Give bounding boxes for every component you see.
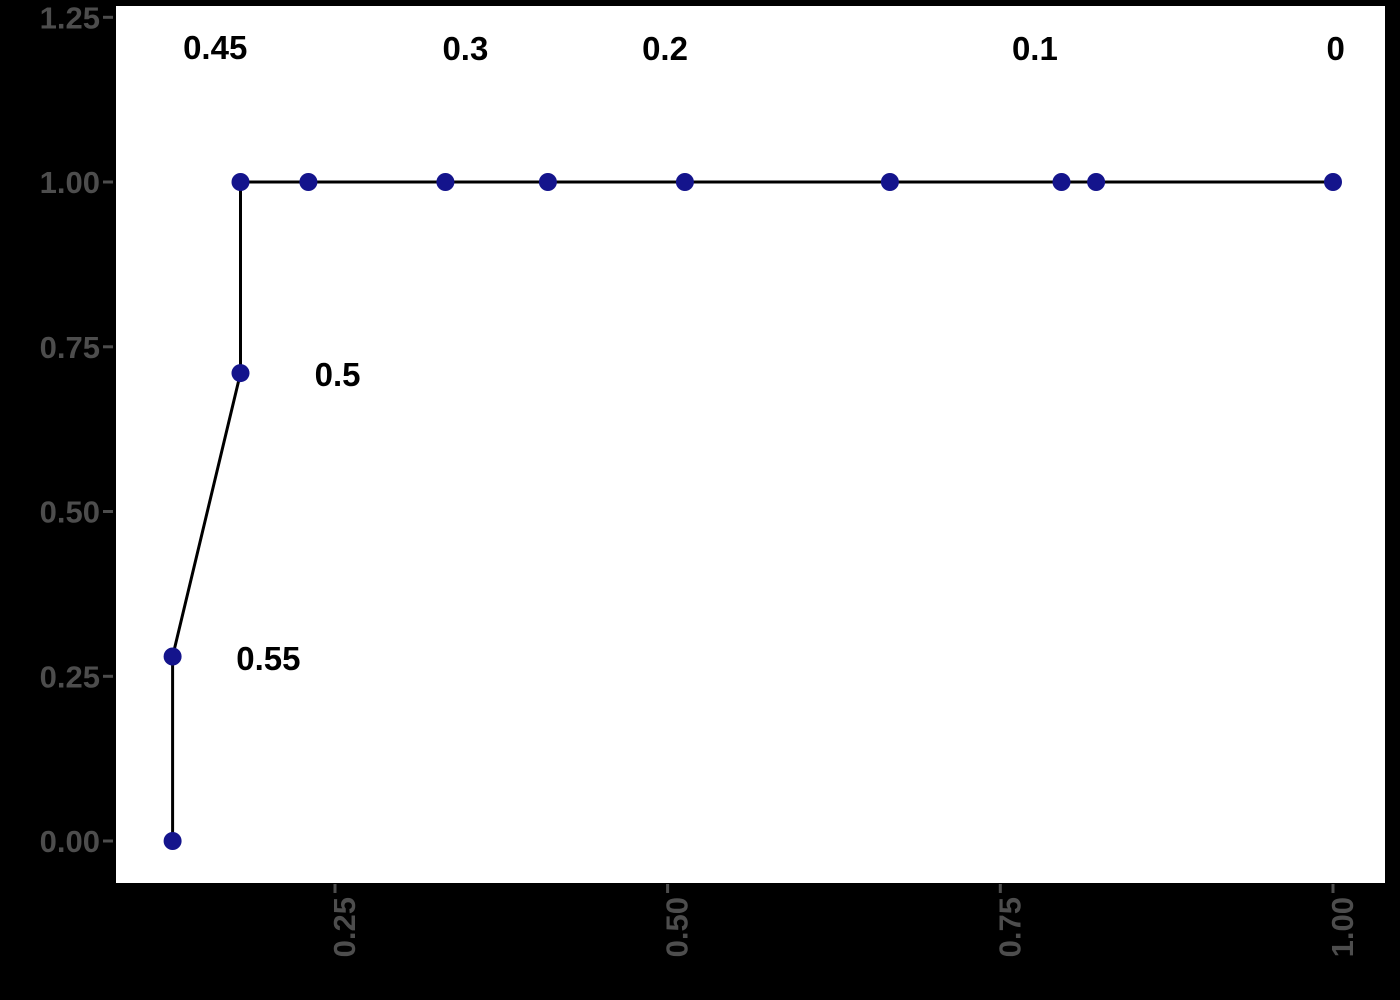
plot-panel: [116, 6, 1385, 883]
y-axis-tick-label: 0.00: [40, 824, 100, 859]
threshold-label: 0.1: [1012, 30, 1058, 67]
data-point: [1087, 173, 1106, 191]
data-point: [538, 173, 557, 191]
y-axis-tick-label: 0.50: [40, 495, 100, 530]
threshold-label: 0.3: [442, 30, 488, 67]
threshold-label: 0: [1327, 30, 1345, 67]
x-axis-tick-label: 0.75: [992, 897, 1027, 957]
data-point: [880, 173, 899, 191]
threshold-label: 0.45: [183, 29, 247, 66]
y-axis-tick-label: 0.25: [40, 659, 100, 694]
data-point: [231, 364, 250, 383]
y-axis-tick-label: 0.75: [40, 330, 100, 365]
threshold-label: 0.55: [236, 640, 300, 677]
data-point: [436, 173, 455, 191]
threshold-label: 0.5: [315, 356, 361, 393]
data-point: [1324, 173, 1342, 191]
data-point: [299, 173, 318, 191]
data-point: [231, 173, 250, 191]
data-point: [163, 647, 182, 666]
x-axis-tick-label: 0.50: [660, 897, 695, 957]
x-axis-tick-label: 1.00: [1325, 897, 1360, 957]
y-axis-tick-label: 1.25: [40, 0, 100, 35]
x-axis-tick-label: 0.25: [327, 897, 362, 957]
data-point: [675, 173, 694, 191]
data-point: [1052, 173, 1071, 191]
threshold-label: 0.2: [642, 30, 688, 67]
y-axis-tick-label: 1.00: [40, 165, 100, 200]
data-point: [163, 832, 182, 850]
